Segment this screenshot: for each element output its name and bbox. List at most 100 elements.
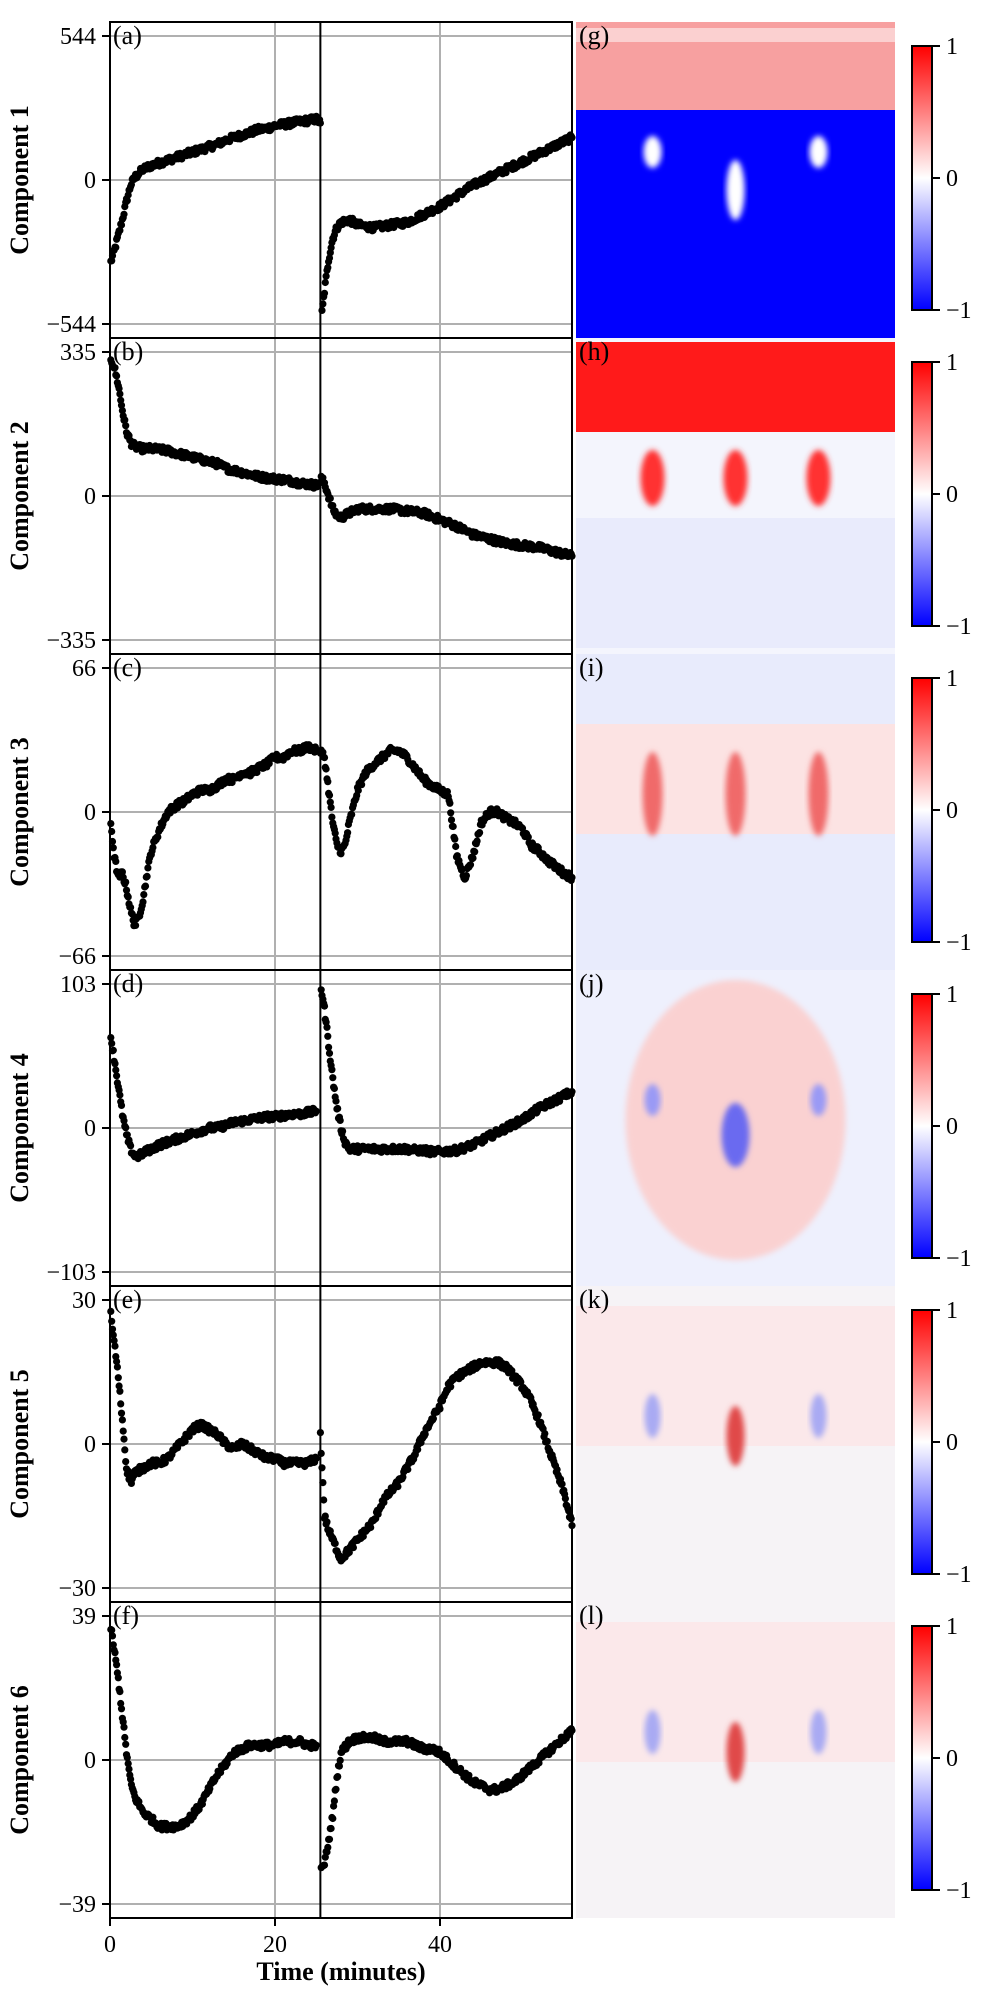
data-point: [123, 197, 131, 205]
data-point: [154, 833, 162, 841]
data-point: [135, 1798, 143, 1806]
data-point: [123, 1754, 131, 1762]
data-point: [449, 822, 457, 831]
colorbar-tick-label: 0: [946, 1114, 958, 1140]
data-point: [120, 1723, 128, 1731]
y-tick-label: 30: [72, 1288, 96, 1314]
data-point: [113, 1072, 121, 1080]
data-point: [471, 848, 479, 856]
data-point: [469, 854, 477, 862]
heatmap-label: (h): [579, 337, 609, 366]
data-point: [124, 1760, 132, 1768]
heatmap-label: (l): [579, 1601, 604, 1630]
y-tick-label: 66: [72, 656, 96, 682]
data-point: [111, 1342, 119, 1350]
data-point: [117, 401, 126, 409]
data-point: [561, 1495, 570, 1503]
data-point: [320, 754, 329, 762]
colorbar-tick-label: 1: [946, 1298, 958, 1324]
data-point: [324, 1032, 332, 1040]
data-point: [349, 1544, 357, 1552]
data-point: [543, 1437, 551, 1445]
panel-label: (a): [113, 21, 142, 50]
colorbar: [911, 993, 933, 1259]
data-point: [116, 1688, 124, 1696]
colorbar-tick-label: −1: [946, 930, 972, 956]
data-point: [367, 1523, 375, 1532]
data-point: [320, 1861, 329, 1869]
heatmap-2: (h) 1 0 −1: [576, 337, 972, 654]
y-tick-label: 39: [72, 1604, 96, 1630]
data-point: [124, 893, 132, 901]
y-tick-label: 0: [84, 484, 96, 510]
data-point: [114, 1374, 122, 1382]
data-point: [327, 1824, 335, 1833]
data-point: [447, 809, 455, 817]
data-point: [534, 1411, 542, 1419]
y-tick-label: 0: [84, 800, 96, 826]
y-axis-label: Component 4: [5, 1053, 34, 1203]
x-tick-label: 40: [428, 1932, 452, 1958]
data-point: [111, 364, 119, 372]
y-axis-label: Component 1: [5, 105, 34, 255]
heatmap-blob: [642, 752, 663, 836]
colorbar-tick-label: −1: [946, 298, 972, 324]
panel-4: 103 0 −103 Component 4 (d): [5, 969, 576, 1287]
data-point: [358, 781, 366, 789]
data-point: [320, 1002, 329, 1010]
data-point: [330, 1084, 338, 1093]
data-point: [335, 1762, 343, 1770]
y-tick-label: −544: [46, 312, 96, 338]
data-point: [327, 803, 335, 812]
panel-3: 66 0 −66 Component 3 (c): [5, 653, 576, 971]
data-point: [111, 1060, 119, 1068]
data-point: [115, 1382, 123, 1390]
heatmap-6: (l) 1 0 −1: [576, 1601, 972, 1918]
data-point: [139, 898, 147, 906]
data-point: [473, 837, 481, 845]
heatmap-blob: [643, 136, 662, 168]
data-point: [312, 1741, 320, 1749]
data-point: [334, 1773, 342, 1781]
heatmap-blob: [644, 1394, 661, 1438]
data-point: [125, 1765, 133, 1773]
data-point: [121, 416, 129, 424]
panel-label: (c): [113, 653, 142, 682]
data-point: [325, 254, 334, 262]
colorbar: [911, 1625, 933, 1891]
data-point: [115, 384, 123, 393]
data-point: [117, 1400, 125, 1408]
data-point: [328, 1066, 336, 1074]
data-point: [127, 1142, 135, 1150]
data-point: [336, 1116, 344, 1124]
data-point: [112, 1066, 120, 1074]
data-point: [322, 272, 330, 280]
colorbar-tick-label: 1: [946, 982, 958, 1008]
y-axis-label: Component 2: [5, 421, 34, 571]
data-point: [325, 1049, 334, 1057]
data-point: [330, 1797, 338, 1805]
data-point: [149, 1813, 157, 1821]
data-point: [116, 1387, 124, 1395]
data-point: [452, 842, 460, 851]
y-axis-label: Component 3: [5, 737, 34, 887]
panel-1: 544 0 −544 Component 1 (a): [5, 21, 576, 339]
data-point: [421, 1430, 429, 1438]
data-point: [345, 1548, 353, 1556]
heatmap-blob: [726, 160, 745, 220]
heatmap-blob: [810, 1394, 827, 1438]
colorbar-tick-label: 1: [946, 1614, 958, 1640]
data-point: [524, 833, 532, 841]
heatmap-blob: [726, 1406, 745, 1466]
data-point: [541, 1430, 549, 1438]
data-point: [320, 289, 329, 297]
data-point: [553, 1466, 561, 1474]
y-tick-label: −30: [58, 1576, 96, 1602]
data-point: [323, 1518, 331, 1526]
y-tick-label: 0: [84, 168, 96, 194]
data-point: [331, 829, 339, 837]
colorbar-tick-label: 0: [946, 482, 958, 508]
y-tick-label: 103: [60, 972, 96, 998]
data-point: [487, 805, 495, 813]
